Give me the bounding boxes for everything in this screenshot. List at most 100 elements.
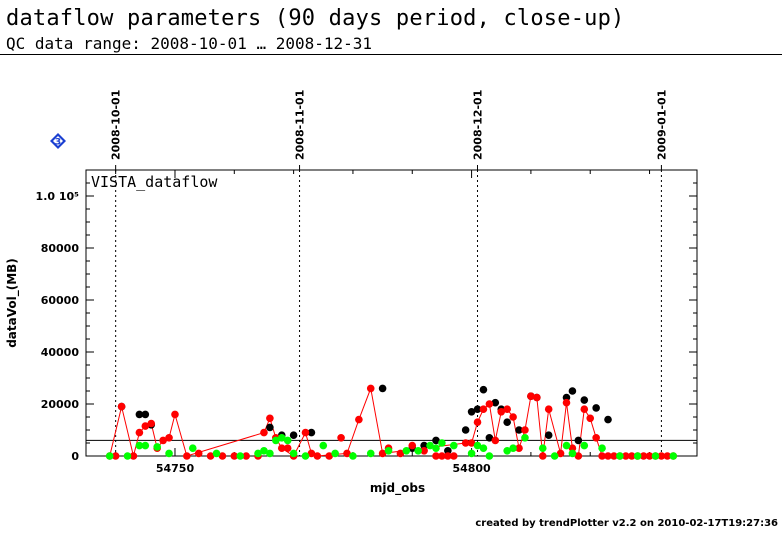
data-point	[378, 384, 387, 393]
data-point	[277, 444, 286, 453]
data-point	[538, 444, 547, 453]
data-point	[171, 410, 179, 419]
data-point	[105, 452, 114, 460]
data-point	[230, 452, 239, 460]
data-point	[473, 418, 482, 427]
data-point	[141, 422, 150, 430]
data-point	[479, 444, 488, 453]
data-point	[438, 439, 446, 447]
y-tick-label: 40000	[41, 346, 80, 359]
data-point	[147, 419, 156, 428]
data-point	[218, 452, 227, 460]
data-point	[527, 392, 535, 401]
y-tick-label: 80000	[41, 242, 80, 255]
data-point	[337, 434, 345, 442]
date-marker-label: 2008-11-01	[294, 90, 307, 160]
data-point	[503, 405, 511, 414]
data-point	[580, 396, 589, 404]
data-point	[491, 398, 500, 407]
data-point	[491, 436, 500, 445]
data-point	[165, 449, 173, 458]
data-point	[414, 447, 422, 455]
data-point	[266, 449, 274, 458]
data-point	[183, 452, 191, 460]
data-point	[509, 413, 517, 421]
data-point	[432, 444, 440, 453]
data-point	[135, 441, 144, 450]
data-point	[331, 449, 339, 458]
data-point	[449, 441, 458, 450]
header-divider	[0, 54, 782, 55]
data-point	[610, 452, 618, 460]
data-point	[272, 436, 280, 445]
data-point	[550, 452, 559, 460]
data-point	[616, 452, 624, 460]
data-point	[301, 428, 310, 437]
data-point	[586, 414, 595, 423]
data-point	[319, 441, 328, 450]
data-point	[622, 452, 630, 460]
date-marker-label: 2008-12-01	[472, 90, 485, 160]
data-point	[408, 441, 417, 450]
diamond-badge-icon: 3	[50, 133, 66, 149]
data-point	[515, 426, 523, 434]
data-point	[366, 449, 375, 458]
data-point	[467, 408, 476, 416]
page-subtitle: QC data range: 2008-10-01 … 2008-12-31	[6, 34, 373, 53]
data-point	[349, 452, 357, 460]
data-point	[444, 452, 452, 460]
data-point	[402, 447, 411, 455]
data-point	[260, 428, 268, 437]
data-point	[141, 410, 150, 419]
data-point	[153, 443, 161, 451]
data-point	[135, 410, 144, 419]
data-point	[568, 449, 577, 458]
data-point	[538, 452, 547, 460]
data-point	[426, 441, 434, 450]
data-point	[485, 452, 494, 460]
data-point	[111, 452, 120, 460]
data-point	[651, 452, 660, 460]
data-point	[497, 408, 506, 416]
data-point	[467, 439, 476, 447]
data-point	[283, 444, 292, 453]
data-point	[194, 449, 203, 458]
data-point	[669, 452, 678, 460]
data-point	[165, 434, 173, 442]
data-point	[533, 393, 541, 402]
data-point	[568, 387, 577, 395]
page-title: dataflow parameters (90 days period, clo…	[6, 6, 625, 31]
data-point	[580, 405, 589, 414]
data-point	[378, 449, 387, 458]
y-tick-label: 0	[71, 450, 79, 463]
y-tick-label: 1.0 10⁵	[36, 190, 80, 203]
data-point	[515, 444, 523, 453]
data-point	[556, 449, 565, 458]
data-point	[260, 447, 268, 455]
data-point	[420, 447, 428, 455]
data-point	[420, 441, 428, 450]
data-point	[663, 452, 672, 460]
data-point	[206, 452, 215, 460]
data-point	[396, 449, 405, 458]
y-axis-label: dataVol_(MB)	[5, 258, 20, 348]
data-point	[343, 449, 351, 458]
data-point	[485, 434, 494, 442]
x-tick-label: 54750	[156, 462, 195, 475]
data-point	[117, 402, 126, 411]
data-point	[384, 447, 393, 455]
data-point	[432, 436, 440, 445]
chart-title: VISTA_dataflow	[91, 173, 218, 191]
data-point	[212, 449, 221, 458]
data-point	[633, 452, 642, 460]
data-point	[544, 405, 553, 414]
data-point	[254, 449, 262, 458]
data-point	[479, 385, 488, 394]
data-point	[242, 452, 250, 460]
data-point	[473, 405, 482, 414]
data-point	[289, 431, 298, 440]
data-point	[283, 436, 292, 445]
data-point	[135, 428, 144, 437]
data-point	[562, 393, 571, 402]
